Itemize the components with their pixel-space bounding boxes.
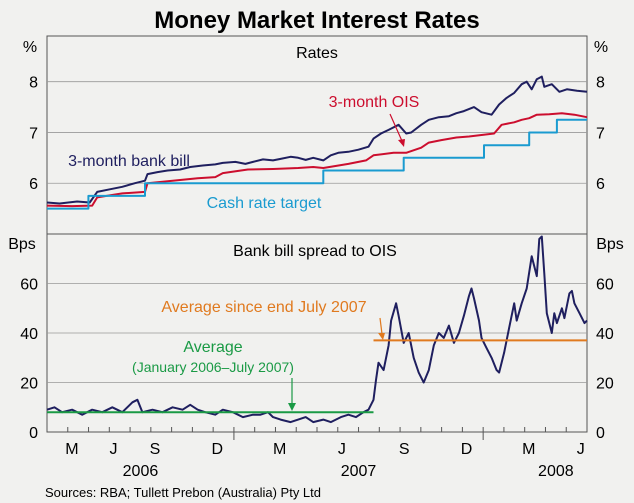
ytick-rates-right-7: 7 — [596, 125, 605, 142]
xtick-year-2007: 2007 — [341, 463, 377, 480]
average-since-pointer-head — [378, 333, 385, 340]
spread-unit-right: Bps — [596, 236, 624, 253]
xtick-month-6: S — [399, 441, 410, 458]
label-ois: 3-month OIS — [329, 94, 420, 111]
source-note: Sources: RBA; Tullett Prebon (Australia)… — [45, 485, 321, 500]
spread-gridlines — [47, 283, 587, 383]
chart-title: Money Market Interest Rates — [154, 7, 479, 34]
series-rates-cash-rate-target — [47, 118, 587, 210]
ytick-spread-left-60: 60 — [20, 277, 38, 294]
ois-pointer — [389, 113, 403, 142]
ytick-rates-left-6: 6 — [29, 176, 38, 193]
ytick-spread-right-20: 20 — [596, 376, 614, 393]
ytick-spread-right-40: 40 — [596, 326, 614, 343]
label-cash-rate: Cash rate target — [207, 195, 322, 212]
rates-unit-left: % — [23, 39, 37, 56]
label-average-period: (January 2006–July 2007) — [132, 359, 294, 375]
ytick-spread-right-0: 0 — [596, 425, 605, 442]
month-ticks — [67, 427, 567, 440]
xtick-month-9: J — [577, 441, 585, 458]
ytick-spread-left-20: 20 — [20, 376, 38, 393]
rates-unit-right: % — [594, 39, 608, 56]
ytick-spread-left-0: 0 — [29, 425, 38, 442]
ytick-spread-right-60: 60 — [596, 277, 614, 294]
spread-unit-left: Bps — [8, 236, 36, 253]
label-bank-bill: 3-month bank bill — [68, 153, 190, 170]
y-axis-labels: 6 6 7 7 8 8 0 0 20 20 40 40 60 60 — [20, 75, 614, 442]
xtick-month-5: J — [338, 441, 346, 458]
xtick-month-8: M — [522, 441, 535, 458]
average-pointer-head — [288, 403, 296, 411]
ytick-spread-left-40: 40 — [20, 326, 38, 343]
series-spread-bank-bill-spread-to-ois — [46, 235, 588, 424]
xtick-year-2008: 2008 — [538, 463, 574, 480]
spread-panel-title: Bank bill spread to OIS — [233, 243, 397, 260]
xtick-month-4: M — [273, 441, 286, 458]
x-axis-labels: M J S D M J S D M J 2006 2007 2008 — [65, 441, 585, 480]
rates-panel-title: Rates — [296, 45, 338, 62]
ytick-rates-right-6: 6 — [596, 176, 605, 193]
series-layer — [46, 75, 588, 424]
ytick-rates-left-7: 7 — [29, 125, 38, 142]
ytick-rates-left-8: 8 — [29, 75, 38, 92]
xtick-month-2: S — [150, 441, 161, 458]
xtick-month-3: D — [212, 441, 224, 458]
xtick-month-1: J — [109, 441, 117, 458]
series-rates-3-month-bank-bill — [46, 75, 588, 205]
ytick-rates-right-8: 8 — [596, 75, 605, 92]
xtick-year-2006: 2006 — [123, 463, 159, 480]
xtick-month-7: D — [461, 441, 473, 458]
label-average: Average — [183, 339, 242, 356]
ois-pointer-head — [398, 139, 405, 147]
xtick-month-0: M — [65, 441, 78, 458]
label-average-since: Average since end July 2007 — [161, 299, 366, 316]
average-since-pointer — [379, 317, 383, 335]
